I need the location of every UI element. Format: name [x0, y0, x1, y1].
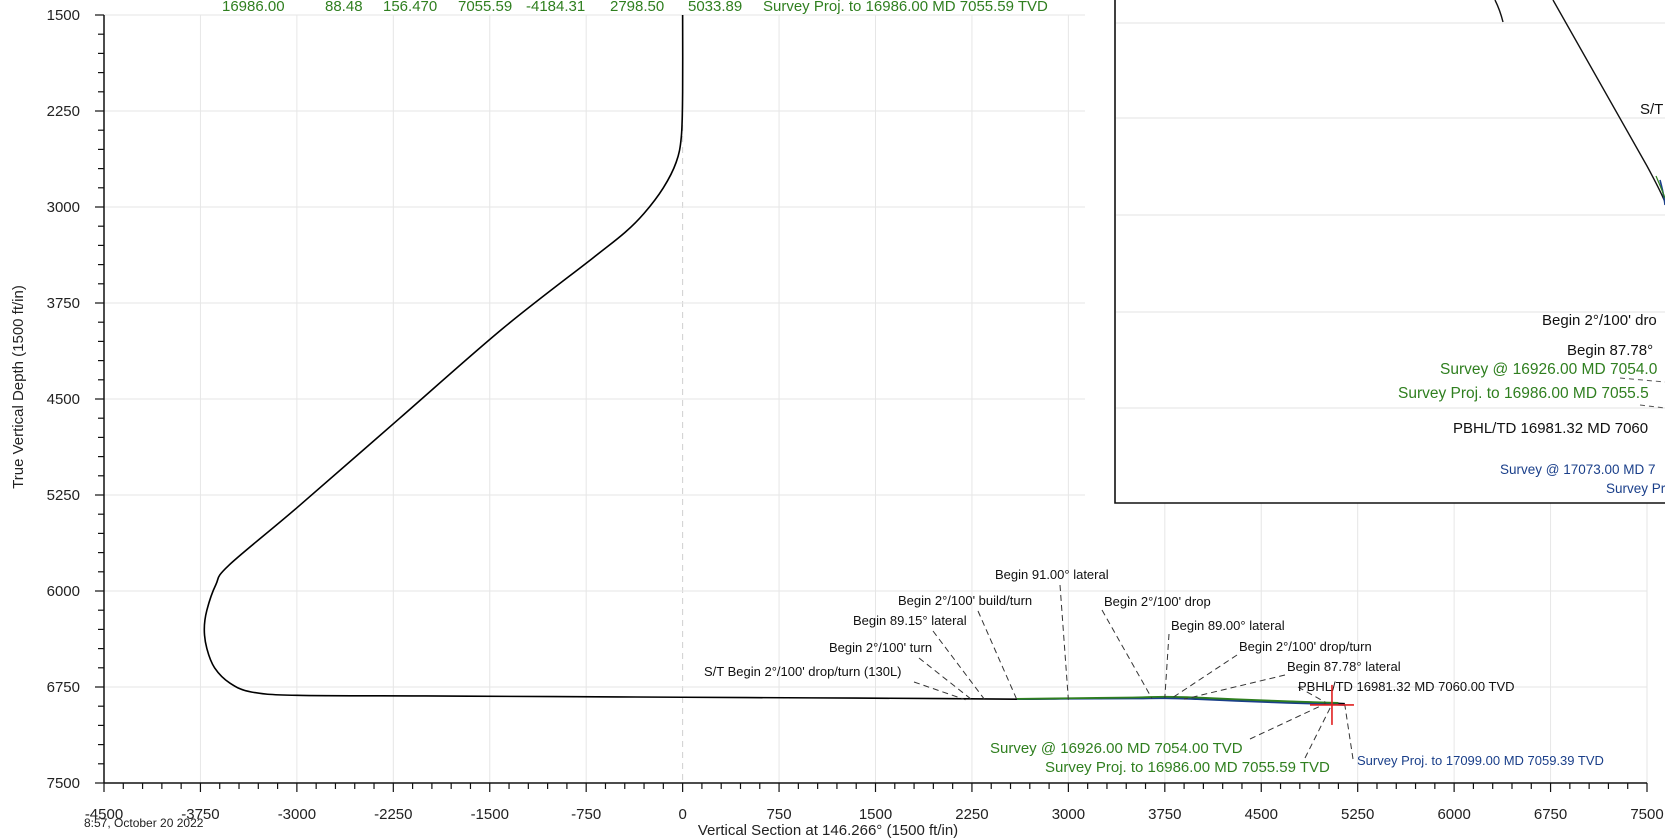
header-comment: Survey Proj. to 16986.00 MD 7055.59 TVD: [763, 0, 1048, 15]
series-line: [1016, 695, 1339, 704]
inset-pbhl-label: PBHL/TD 16981.32 MD 7060: [1453, 420, 1648, 437]
y-axis-title: True Vertical Depth (1500 ft/in): [10, 285, 27, 489]
annotation-label: S/T Begin 2°/100' drop/turn (130L): [704, 664, 902, 679]
annotation-label: PBHL/TD 16981.32 MD 7060.00 TVD: [1298, 679, 1515, 694]
x-tick-label: 5250: [1341, 806, 1374, 823]
target-marker: [1309, 684, 1354, 725]
inset-frame: [1114, 0, 1665, 504]
x-tick-label: -4500: [85, 806, 123, 823]
y-tick-label: 6750: [47, 679, 80, 696]
annotation-label: Survey Proj. to 16986.00 MD 7055.59 TVD: [1045, 759, 1330, 776]
x-tick-label: 1500: [859, 806, 892, 823]
inset-drop-label: Begin 2°/100' dro: [1542, 312, 1657, 329]
annotation-leader: [1297, 686, 1326, 703]
series-group: [203, 14, 1345, 706]
y-tick-label: 7500: [47, 775, 80, 792]
inset-lateral-label: Begin 87.78°: [1567, 342, 1653, 359]
x-tick-label: 3000: [1052, 806, 1085, 823]
annotation-leader: [913, 681, 966, 701]
x-tick-label: 2250: [955, 806, 988, 823]
inset-survey-green-1: Survey @ 16926.00 MD 7054.0: [1440, 361, 1658, 378]
annotation-label: Begin 2°/100' build/turn: [898, 593, 1032, 608]
annotation-leader: [1170, 654, 1238, 699]
x-tick-label: -3750: [181, 806, 219, 823]
x-tick-label: -750: [571, 806, 601, 823]
y-tick-label: 2250: [47, 103, 80, 120]
annotation-label: Begin 2°/100' turn: [829, 640, 932, 655]
x-tick-label: -2250: [374, 806, 412, 823]
inset-leader-1: [1619, 377, 1665, 383]
annotation-label: Survey @ 16926.00 MD 7054.00 TVD: [990, 740, 1243, 757]
annotation-leader: [932, 630, 986, 701]
x-axis-title: Vertical Section at 146.266° (1500 ft/in…: [698, 822, 958, 839]
header-inc: 88.48: [325, 0, 363, 15]
annotation-label: Begin 91.00° lateral: [995, 567, 1109, 582]
y-tick-label: 3750: [47, 295, 80, 312]
x-ticks: -4500 -3750 -3000 -2250 -1500 -750 0 750 1500 225…: [85, 783, 1664, 823]
annotation-leader: [1101, 609, 1153, 699]
header-azi: 156.470: [383, 0, 437, 15]
annotation-label: Begin 89.00° lateral: [1171, 618, 1285, 633]
x-tick-label: 4500: [1245, 806, 1278, 823]
y-tick-label: 5250: [47, 487, 80, 504]
header-tvd: 7055.59: [458, 0, 512, 15]
annotations: Begin 91.00° lateral Begin 2°/100' build/…: [704, 567, 1604, 776]
annotation-leader: [1304, 704, 1333, 759]
y-ticks: 1500 2250 3000 3750 4500 5250 6000 6750 7500: [47, 7, 104, 792]
grid: [104, 14, 1648, 783]
annotation-leader: [1249, 703, 1326, 740]
inset-leader-2: [1639, 404, 1665, 409]
x-tick-label: 6000: [1437, 806, 1470, 823]
header-row: 16986.00 88.48 156.470 7055.59 -4184.31 …: [222, 0, 1048, 15]
x-tick-label: -1500: [471, 806, 509, 823]
x-tick-label: 750: [767, 806, 792, 823]
header-vsect: 5033.89: [688, 0, 742, 15]
x-tick-label: -3000: [278, 806, 316, 823]
x-tick-label: 6750: [1534, 806, 1567, 823]
annotation-leader: [1183, 674, 1286, 700]
annotation-leader: [1059, 584, 1069, 700]
y-tick-label: 4500: [47, 391, 80, 408]
annotation-leader: [918, 657, 973, 701]
annotation-label: Survey Proj. to 17099.00 MD 7059.39 TVD: [1357, 753, 1604, 768]
inset-survey-blue-1: Survey @ 17073.00 MD 7: [1500, 462, 1656, 477]
annotation-leader: [977, 610, 1018, 701]
inset-curve-left: [1494, 0, 1504, 23]
annotation-label: Begin 2°/100' drop: [1104, 594, 1211, 609]
header-ew: 2798.50: [610, 0, 664, 15]
annotation-label: Begin 2°/100' drop/turn: [1239, 639, 1372, 654]
annotation-label: Begin 89.15° lateral: [853, 613, 967, 628]
y-tick-label: 3000: [47, 199, 80, 216]
y-tick-label: 1500: [47, 7, 80, 24]
x-tick-label: 7500: [1630, 806, 1663, 823]
inset-grid: [1116, 22, 1665, 409]
header-md: 16986.00: [222, 0, 285, 15]
x-tick-label: 3750: [1148, 806, 1181, 823]
x-tick-label: 0: [678, 806, 686, 823]
y-tick-label: 6000: [47, 583, 80, 600]
annotation-leader: [1344, 704, 1354, 760]
inset-survey-green-2: Survey Proj. to 16986.00 MD 7055.5: [1398, 385, 1649, 402]
inset-panel: S/T Begin 2°/100' dro Begin 87.78° Surve…: [1114, 0, 1665, 504]
inset-background: [1115, 0, 1665, 503]
inset-st-label: S/T: [1640, 101, 1663, 118]
inset-survey-blue-2: Survey Pr: [1606, 481, 1665, 496]
timestamp: 8:57, October 20 2022: [84, 816, 204, 830]
inset-curve-green: [1655, 175, 1665, 199]
annotation-label: Begin 87.78° lateral: [1287, 659, 1401, 674]
header-ns: -4184.31: [526, 0, 585, 15]
annotation-leader: [1164, 633, 1170, 698]
